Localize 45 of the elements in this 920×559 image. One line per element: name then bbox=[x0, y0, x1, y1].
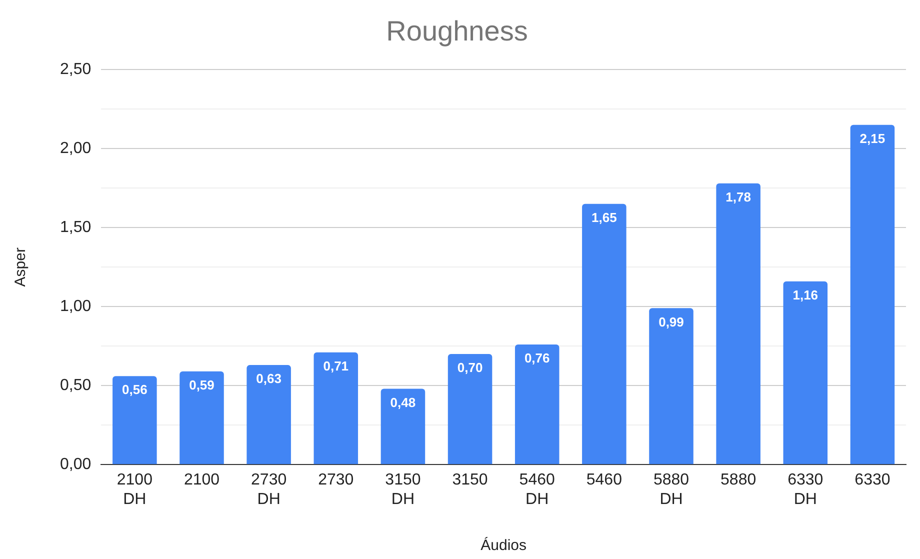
bar bbox=[649, 308, 694, 464]
bar bbox=[716, 183, 760, 464]
x-tick-label: 3150 bbox=[452, 472, 488, 489]
data-label: 0,76 bbox=[524, 350, 550, 366]
y-axis-title: Asper bbox=[12, 248, 30, 287]
data-label: 0,99 bbox=[658, 314, 684, 330]
data-label: 0,48 bbox=[390, 394, 416, 410]
bar bbox=[582, 204, 626, 464]
data-label: 0,71 bbox=[323, 358, 349, 374]
data-label: 0,70 bbox=[457, 360, 483, 376]
x-tick-label: 6330 DH bbox=[788, 472, 824, 508]
bar bbox=[514, 344, 560, 464]
data-label: 1,16 bbox=[792, 287, 818, 302]
bar bbox=[448, 354, 492, 464]
x-axis-title: Áudios bbox=[480, 536, 527, 554]
data-label: 0,63 bbox=[256, 371, 282, 386]
y-tick-label: 2,00 bbox=[60, 140, 92, 158]
y-tick-label: 1,00 bbox=[60, 298, 92, 316]
y-tick-label: 0,00 bbox=[60, 456, 92, 474]
x-tick-label: 5880 bbox=[720, 472, 756, 489]
x-tick-label: 6330 bbox=[854, 472, 890, 489]
bar bbox=[112, 376, 157, 464]
x-tick-label: 5460 bbox=[586, 472, 622, 489]
bar bbox=[180, 371, 224, 464]
bar bbox=[314, 352, 358, 464]
bar bbox=[850, 124, 895, 464]
x-tick-label: 2730 bbox=[318, 472, 354, 489]
y-tick-label: 1,50 bbox=[60, 219, 92, 236]
data-label: 1,78 bbox=[726, 189, 751, 204]
chart-title: Roughness bbox=[386, 16, 528, 47]
bar bbox=[380, 388, 426, 464]
bar bbox=[783, 281, 828, 464]
data-label: 1,65 bbox=[592, 210, 617, 225]
data-label: 2,15 bbox=[860, 130, 886, 146]
data-label: 0,59 bbox=[189, 377, 214, 392]
x-tick-label: 2100 bbox=[184, 472, 220, 489]
x-tick-label: 2100 DH bbox=[116, 472, 153, 508]
y-tick-label: 2,50 bbox=[60, 61, 92, 78]
data-label: 0,56 bbox=[122, 382, 148, 398]
bar bbox=[246, 365, 291, 464]
x-tick-label: 2730 DH bbox=[251, 472, 287, 508]
x-tick-label: 5460 DH bbox=[519, 472, 556, 508]
y-tick-label: 0,50 bbox=[60, 377, 92, 394]
x-tick-label: 5880 DH bbox=[653, 472, 690, 508]
x-tick-label: 3150 DH bbox=[385, 472, 421, 508]
